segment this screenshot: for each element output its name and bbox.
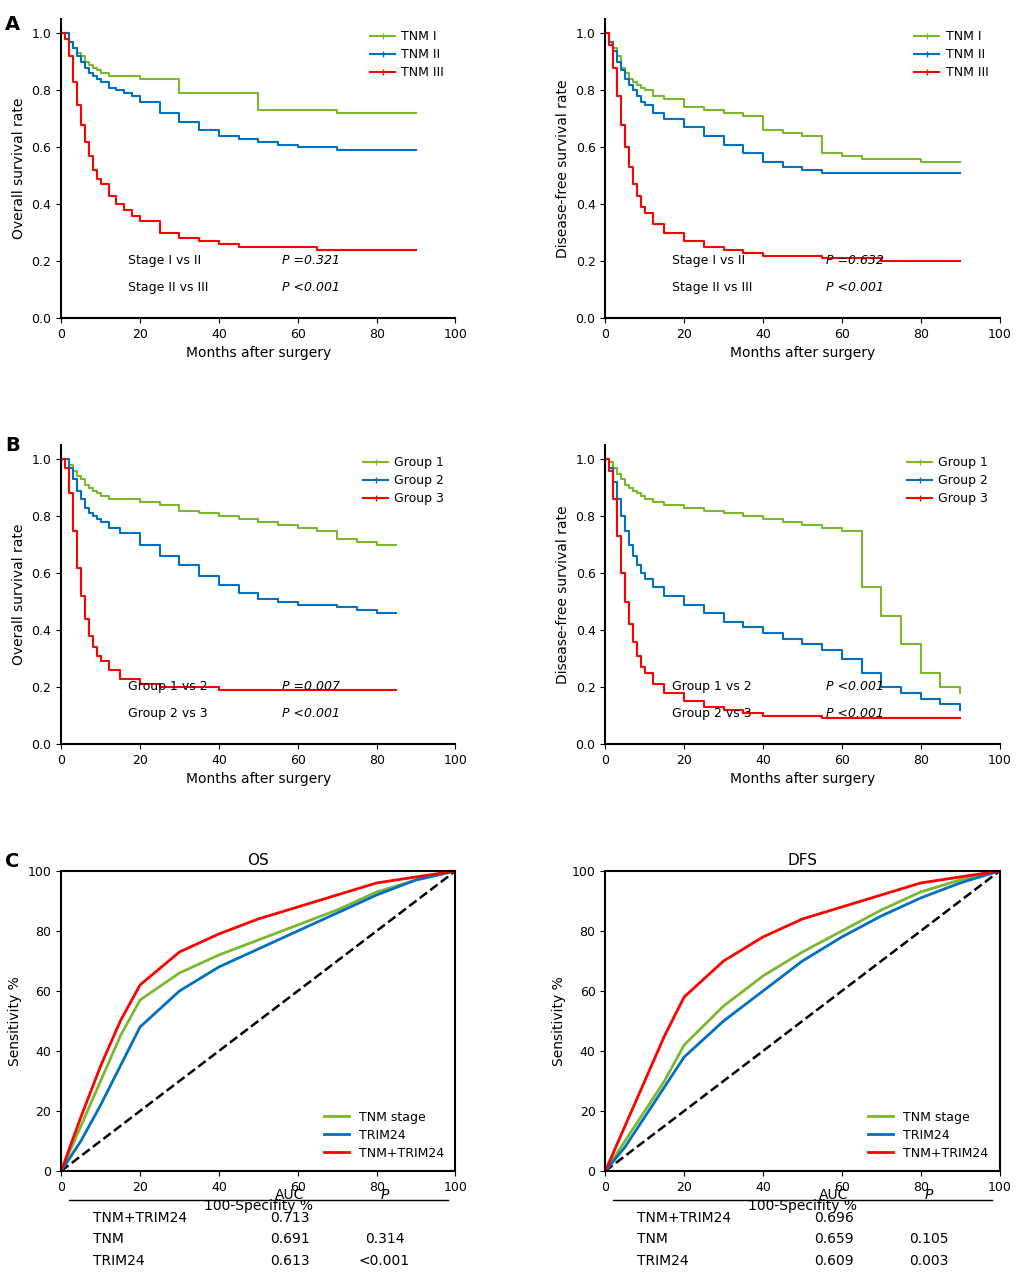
Text: P: P <box>380 1189 388 1203</box>
Text: P =0.321: P =0.321 <box>281 255 339 268</box>
Legend: TNM stage, TRIM24, TNM+TRIM24: TNM stage, TRIM24, TNM+TRIM24 <box>319 1106 448 1164</box>
Text: Group 1 vs 2: Group 1 vs 2 <box>128 680 208 693</box>
Text: 0.314: 0.314 <box>365 1232 404 1246</box>
Text: TNM+TRIM24: TNM+TRIM24 <box>93 1212 186 1226</box>
Text: 0.609: 0.609 <box>813 1254 853 1267</box>
Text: 0.003: 0.003 <box>908 1254 948 1267</box>
Text: C: C <box>5 852 19 871</box>
Text: TNM+TRIM24: TNM+TRIM24 <box>636 1212 731 1226</box>
Text: P: P <box>923 1189 932 1203</box>
Text: B: B <box>5 436 19 455</box>
Y-axis label: Sensitivity %: Sensitivity % <box>551 976 566 1066</box>
Text: Group 2 vs 3: Group 2 vs 3 <box>128 707 208 720</box>
Legend: TNM I, TNM II, TNM III: TNM I, TNM II, TNM III <box>365 26 448 85</box>
Text: <0.001: <0.001 <box>359 1254 410 1267</box>
Text: 0.105: 0.105 <box>908 1232 948 1246</box>
Text: P <0.001: P <0.001 <box>825 282 883 295</box>
Text: P <0.001: P <0.001 <box>281 282 339 295</box>
Text: Stage I vs II: Stage I vs II <box>672 255 745 268</box>
X-axis label: Months after surgery: Months after surgery <box>185 346 330 360</box>
Text: 0.613: 0.613 <box>270 1254 310 1267</box>
X-axis label: Months after surgery: Months after surgery <box>730 346 874 360</box>
Text: Stage II vs III: Stage II vs III <box>672 282 752 295</box>
Y-axis label: Disease-free survival rate: Disease-free survival rate <box>555 505 570 684</box>
Text: AUC: AUC <box>275 1189 305 1203</box>
Legend: Group 1, Group 2, Group 3: Group 1, Group 2, Group 3 <box>902 451 993 510</box>
X-axis label: 100-Specifity %: 100-Specifity % <box>747 1199 856 1213</box>
Text: Stage II vs III: Stage II vs III <box>128 282 209 295</box>
Title: DFS: DFS <box>787 853 816 869</box>
Text: P <0.001: P <0.001 <box>825 680 883 693</box>
Y-axis label: Sensitivity %: Sensitivity % <box>8 976 22 1066</box>
Text: A: A <box>5 15 20 35</box>
Legend: TNM I, TNM II, TNM III: TNM I, TNM II, TNM III <box>909 26 993 85</box>
Text: 0.659: 0.659 <box>813 1232 853 1246</box>
Text: Stage I vs II: Stage I vs II <box>128 255 201 268</box>
Legend: TNM stage, TRIM24, TNM+TRIM24: TNM stage, TRIM24, TNM+TRIM24 <box>862 1106 993 1164</box>
Text: P <0.001: P <0.001 <box>825 707 883 720</box>
Text: AUC: AUC <box>818 1189 848 1203</box>
X-axis label: 100-Specifity %: 100-Specifity % <box>204 1199 313 1213</box>
X-axis label: Months after surgery: Months after surgery <box>185 772 330 787</box>
Title: OS: OS <box>248 853 269 869</box>
X-axis label: Months after surgery: Months after surgery <box>730 772 874 787</box>
Y-axis label: Overall survival rate: Overall survival rate <box>12 99 25 240</box>
Legend: Group 1, Group 2, Group 3: Group 1, Group 2, Group 3 <box>358 451 448 510</box>
Text: Group 1 vs 2: Group 1 vs 2 <box>672 680 751 693</box>
Text: 0.713: 0.713 <box>270 1212 310 1226</box>
Text: TRIM24: TRIM24 <box>93 1254 145 1267</box>
Text: 0.691: 0.691 <box>270 1232 310 1246</box>
Text: TNM: TNM <box>636 1232 667 1246</box>
Text: TRIM24: TRIM24 <box>636 1254 688 1267</box>
Text: 0.696: 0.696 <box>813 1212 853 1226</box>
Text: P <0.001: P <0.001 <box>281 707 339 720</box>
Text: P =0.632: P =0.632 <box>825 255 883 268</box>
Text: Group 2 vs 3: Group 2 vs 3 <box>672 707 751 720</box>
Y-axis label: Overall survival rate: Overall survival rate <box>12 524 25 665</box>
Y-axis label: Disease-free survival rate: Disease-free survival rate <box>555 79 570 257</box>
Text: TNM: TNM <box>93 1232 123 1246</box>
Text: P =0.007: P =0.007 <box>281 680 339 693</box>
